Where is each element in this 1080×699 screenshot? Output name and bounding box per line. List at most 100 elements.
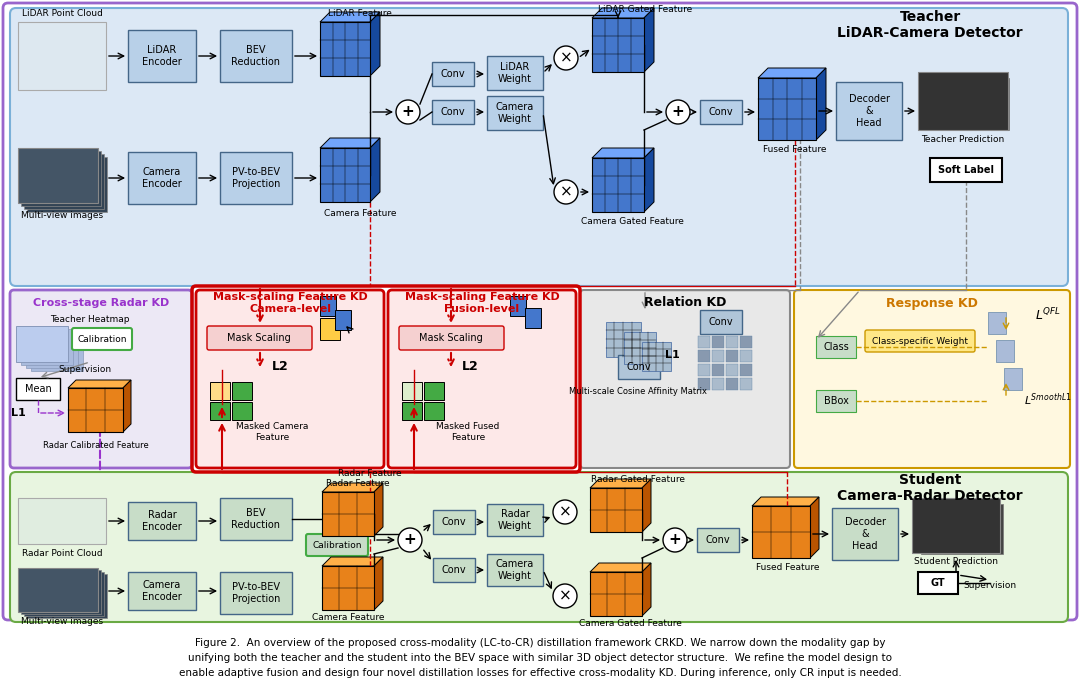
Polygon shape: [642, 479, 651, 532]
Bar: [590, 572, 642, 616]
Bar: [322, 492, 374, 536]
Text: unifying both the teacher and the student into the BEV space with similar 3D obj: unifying both the teacher and the studen…: [188, 653, 892, 663]
Polygon shape: [374, 483, 383, 536]
Bar: [996, 340, 1014, 362]
Text: BEV
Reduction: BEV Reduction: [231, 45, 281, 67]
Bar: [26, 332, 78, 368]
Text: Student Prediction: Student Prediction: [914, 558, 998, 566]
Text: Figure 2.  An overview of the proposed cross-modality (LC-to-CR) distillation fr: Figure 2. An overview of the proposed cr…: [194, 638, 886, 648]
Bar: [320, 148, 370, 202]
Bar: [740, 378, 752, 390]
Bar: [487, 504, 543, 536]
Bar: [220, 152, 292, 204]
Polygon shape: [590, 479, 651, 488]
Text: Supervision: Supervision: [58, 366, 111, 375]
Bar: [590, 488, 642, 532]
Bar: [27, 574, 107, 618]
Text: Conv: Conv: [441, 69, 465, 79]
Bar: [592, 158, 644, 212]
FancyBboxPatch shape: [388, 290, 576, 468]
Text: Camera Feature: Camera Feature: [312, 614, 384, 623]
FancyBboxPatch shape: [10, 8, 1068, 286]
Text: $L^{SmoothL1}$: $L^{SmoothL1}$: [1024, 391, 1071, 408]
Bar: [510, 296, 526, 316]
Bar: [129, 502, 195, 540]
FancyBboxPatch shape: [399, 326, 504, 350]
Text: LiDAR Feature: LiDAR Feature: [328, 8, 392, 17]
Bar: [726, 336, 738, 348]
Text: BBox: BBox: [824, 396, 849, 406]
Text: Student
Camera-Radar Detector: Student Camera-Radar Detector: [837, 473, 1023, 503]
Polygon shape: [322, 483, 383, 492]
Text: +: +: [672, 104, 685, 120]
Circle shape: [554, 46, 578, 70]
Text: Decoder
&
Head: Decoder & Head: [845, 517, 886, 551]
Text: ×: ×: [558, 505, 571, 519]
Bar: [700, 310, 742, 334]
Text: Class-specific Weight: Class-specific Weight: [872, 336, 968, 345]
Text: GT: GT: [931, 578, 945, 588]
Text: +: +: [402, 104, 415, 120]
Text: +: +: [669, 533, 681, 547]
Text: Teacher Heatmap: Teacher Heatmap: [51, 315, 130, 324]
Polygon shape: [644, 148, 654, 212]
Polygon shape: [370, 138, 380, 202]
Polygon shape: [374, 557, 383, 610]
Text: Multi-scale Cosine Affinity Matrix: Multi-scale Cosine Affinity Matrix: [569, 387, 707, 396]
Bar: [698, 364, 710, 376]
Text: Radar Feature: Radar Feature: [338, 468, 402, 477]
FancyBboxPatch shape: [580, 290, 789, 468]
Polygon shape: [68, 380, 131, 388]
Circle shape: [666, 100, 690, 124]
Bar: [129, 152, 195, 204]
Text: L1: L1: [11, 408, 25, 418]
Text: Mask Scaling: Mask Scaling: [419, 333, 483, 343]
FancyBboxPatch shape: [794, 290, 1070, 468]
Bar: [18, 568, 98, 612]
Bar: [988, 312, 1005, 334]
Text: Multi-view images: Multi-view images: [21, 617, 103, 626]
Bar: [210, 382, 230, 400]
Text: LiDAR
Encoder: LiDAR Encoder: [143, 45, 181, 67]
Text: Conv: Conv: [442, 517, 467, 527]
Bar: [712, 350, 724, 362]
Text: Relation KD: Relation KD: [644, 296, 726, 310]
Bar: [816, 390, 856, 412]
Bar: [726, 378, 738, 390]
Bar: [487, 56, 543, 90]
Text: enable adaptive fusion and design four novel distillation losses for effective c: enable adaptive fusion and design four n…: [178, 668, 902, 678]
Text: Conv: Conv: [708, 317, 733, 327]
Polygon shape: [320, 12, 380, 22]
Bar: [624, 332, 656, 364]
Text: Radar Calibrated Feature: Radar Calibrated Feature: [43, 440, 149, 449]
Polygon shape: [123, 380, 131, 432]
FancyBboxPatch shape: [195, 290, 384, 468]
Bar: [16, 378, 60, 400]
Bar: [712, 336, 724, 348]
Bar: [918, 572, 958, 594]
Bar: [320, 296, 336, 316]
Bar: [1004, 368, 1022, 390]
Polygon shape: [590, 563, 651, 572]
Bar: [424, 382, 444, 400]
Bar: [918, 502, 1000, 552]
Text: PV-to-BEV
Projection: PV-to-BEV Projection: [232, 582, 280, 604]
Text: Calibration: Calibration: [312, 540, 362, 549]
Polygon shape: [592, 8, 654, 18]
Text: Supervision: Supervision: [963, 582, 1016, 591]
Bar: [232, 402, 252, 420]
Bar: [740, 336, 752, 348]
Bar: [424, 402, 444, 420]
Bar: [31, 335, 83, 371]
Bar: [924, 76, 1005, 128]
Text: ×: ×: [559, 185, 572, 199]
Bar: [921, 504, 1003, 554]
Text: Radar
Weight: Radar Weight: [498, 509, 532, 531]
Text: Conv: Conv: [626, 362, 651, 372]
Polygon shape: [810, 497, 819, 558]
Text: Camera
Weight: Camera Weight: [496, 102, 535, 124]
Bar: [432, 100, 474, 124]
Bar: [758, 78, 816, 140]
Circle shape: [396, 100, 420, 124]
Text: Mean: Mean: [25, 384, 52, 394]
